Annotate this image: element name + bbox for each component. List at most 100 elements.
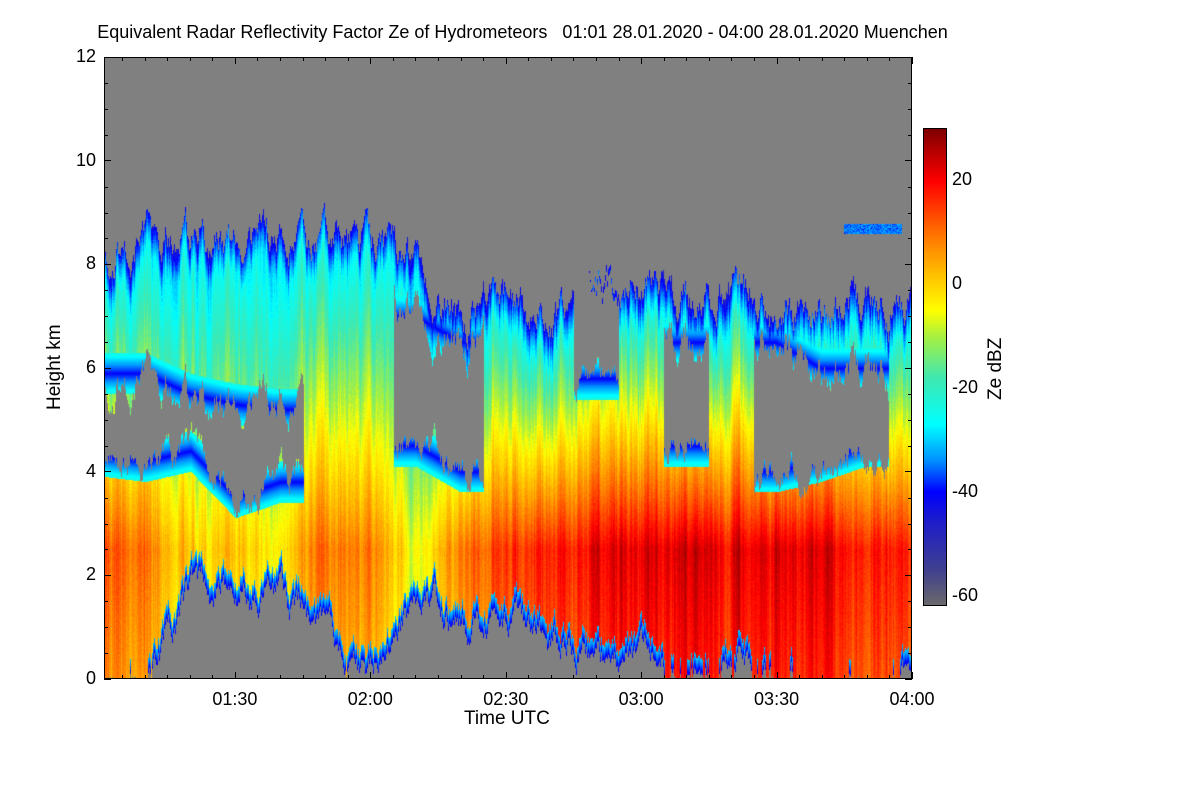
y-tick — [905, 367, 912, 369]
x-tick — [370, 57, 372, 64]
y-minor-tick — [908, 82, 912, 84]
x-tick — [821, 675, 823, 679]
y-minor-tick — [908, 238, 912, 240]
x-tick — [528, 57, 530, 61]
x-tick — [438, 57, 440, 61]
x-tick — [912, 672, 913, 679]
y-minor-tick — [104, 627, 108, 629]
x-tick — [889, 675, 891, 679]
y-minor-tick — [908, 134, 912, 136]
x-tick — [776, 672, 778, 679]
y-minor-tick — [104, 290, 108, 292]
y-tick — [104, 574, 111, 576]
y-minor-tick — [104, 186, 108, 188]
x-tick — [257, 57, 259, 61]
x-tick-label: 04:00 — [889, 689, 935, 709]
colorbar-tick-label: -40 — [952, 480, 979, 501]
x-tick — [573, 57, 575, 61]
colorbar-tick-label: -20 — [952, 376, 979, 397]
x-tick — [505, 672, 507, 679]
x-tick — [122, 57, 124, 61]
y-minor-tick — [104, 82, 108, 84]
y-tick-label: 10 — [75, 149, 96, 170]
x-tick — [550, 57, 552, 61]
x-tick — [912, 57, 913, 64]
x-tick — [889, 57, 891, 61]
y-tick-label: 2 — [85, 564, 96, 585]
y-tick-label: 8 — [85, 253, 96, 274]
y-minor-tick — [104, 212, 108, 214]
y-minor-tick — [104, 445, 108, 447]
x-axis-label: Time UTC — [464, 708, 550, 729]
y-tick — [104, 471, 111, 473]
y-tick — [905, 574, 912, 576]
x-tick — [234, 57, 236, 64]
x-tick — [280, 675, 282, 679]
y-minor-tick — [908, 419, 912, 421]
y-tick — [905, 160, 912, 162]
x-tick — [212, 675, 214, 679]
y-tick — [104, 263, 111, 265]
x-tick — [415, 675, 417, 679]
x-tick — [844, 57, 846, 61]
x-tick — [844, 675, 846, 679]
y-tick — [104, 367, 111, 369]
y-minor-tick — [908, 653, 912, 655]
x-tick — [686, 57, 688, 61]
x-tick — [189, 57, 191, 61]
x-tick-label: 01:30 — [212, 689, 258, 709]
x-tick — [799, 675, 801, 679]
x-tick — [212, 57, 214, 61]
x-tick — [438, 675, 440, 679]
x-tick — [122, 675, 124, 679]
x-tick — [866, 57, 868, 61]
y-minor-tick — [104, 549, 108, 551]
x-tick — [505, 57, 507, 64]
y-minor-tick — [908, 523, 912, 525]
chart-title: Equivalent Radar Reflectivity Factor Ze … — [97, 22, 948, 42]
x-tick — [347, 675, 349, 679]
y-minor-tick — [104, 523, 108, 525]
x-tick — [641, 57, 643, 64]
x-tick — [483, 675, 485, 679]
x-tick — [663, 57, 665, 61]
y-tick — [905, 56, 912, 58]
x-tick — [415, 57, 417, 61]
x-tick — [347, 57, 349, 61]
x-tick — [799, 57, 801, 61]
x-tick — [302, 675, 304, 679]
x-tick — [460, 57, 462, 61]
x-tick — [392, 675, 394, 679]
plot-area — [104, 57, 912, 679]
y-minor-tick — [908, 549, 912, 551]
x-tick — [325, 675, 327, 679]
y-axis-label: Height km — [44, 324, 65, 410]
y-minor-tick — [908, 393, 912, 395]
y-minor-tick — [104, 497, 108, 499]
x-tick — [167, 57, 169, 61]
y-tick-label: 4 — [85, 460, 96, 481]
y-minor-tick — [104, 419, 108, 421]
x-tick — [144, 675, 146, 679]
y-minor-tick — [908, 290, 912, 292]
x-tick — [618, 57, 620, 61]
x-tick — [821, 57, 823, 61]
x-tick — [663, 675, 665, 679]
y-tick — [905, 471, 912, 473]
y-minor-tick — [908, 445, 912, 447]
x-tick — [596, 675, 598, 679]
x-tick — [234, 672, 236, 679]
x-tick — [392, 57, 394, 61]
y-tick-label: 12 — [75, 46, 96, 66]
x-tick — [866, 675, 868, 679]
x-tick — [302, 57, 304, 61]
reflectivity-heatmap — [105, 58, 911, 678]
x-tick-label: 02:00 — [347, 689, 393, 709]
y-minor-tick — [908, 186, 912, 188]
x-tick — [144, 57, 146, 61]
y-tick — [104, 678, 111, 680]
y-minor-tick — [104, 316, 108, 318]
y-minor-tick — [104, 393, 108, 395]
y-minor-tick — [104, 134, 108, 136]
